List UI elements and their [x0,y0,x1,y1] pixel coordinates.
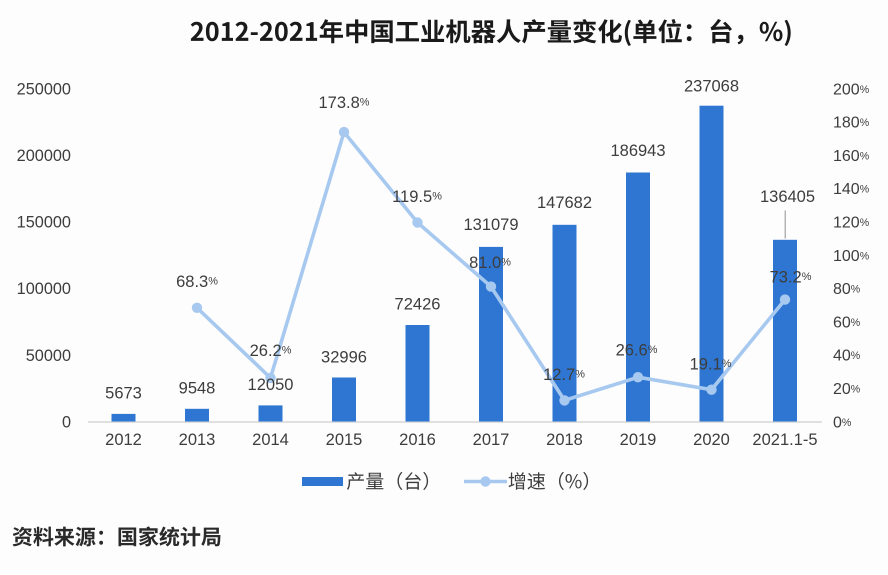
svg-text:160%: 160% [833,148,870,165]
svg-text:40%: 40% [833,348,861,365]
svg-text:60%: 60% [833,314,861,331]
svg-text:20%: 20% [833,381,861,398]
svg-text:12.7%: 12.7% [543,366,585,384]
svg-text:237068: 237068 [684,78,739,96]
svg-text:12050: 12050 [248,376,294,394]
svg-text:32996: 32996 [321,349,367,367]
svg-text:250000: 250000 [17,80,71,98]
svg-text:2021.1-5: 2021.1-5 [752,431,817,449]
svg-text:100%: 100% [833,248,870,265]
svg-text:26.6%: 26.6% [616,342,658,360]
svg-text:26.2%: 26.2% [250,342,292,360]
svg-text:186943: 186943 [610,142,665,160]
svg-text:2018: 2018 [546,431,583,449]
svg-text:2013: 2013 [179,431,216,449]
svg-text:0: 0 [62,413,71,431]
svg-text:2015: 2015 [326,431,363,449]
svg-text:136405: 136405 [760,188,815,206]
svg-text:100000: 100000 [17,280,71,298]
svg-text:73.2%: 73.2% [770,269,812,287]
svg-text:80%: 80% [833,281,861,298]
svg-text:72426: 72426 [395,296,441,314]
svg-text:150000: 150000 [17,214,71,232]
svg-text:19.1%: 19.1% [690,356,732,374]
svg-text:147682: 147682 [537,194,592,212]
svg-text:131079: 131079 [463,216,518,234]
svg-text:140%: 140% [833,181,870,198]
svg-text:173.8%: 173.8% [319,94,370,112]
svg-text:2012: 2012 [105,431,142,449]
svg-text:68.3%: 68.3% [176,273,218,291]
svg-text:50000: 50000 [26,347,71,365]
svg-text:2017: 2017 [473,431,510,449]
svg-text:2020: 2020 [693,431,730,449]
svg-text:0%: 0% [833,414,852,431]
svg-text:200000: 200000 [17,147,71,165]
svg-text:5673: 5673 [105,385,142,403]
svg-text:2019: 2019 [620,431,657,449]
svg-text:2014: 2014 [252,431,289,449]
svg-text:119.5%: 119.5% [392,188,442,206]
svg-text:200%: 200% [833,81,870,98]
svg-text:180%: 180% [833,115,870,132]
svg-text:120%: 120% [833,215,870,232]
svg-text:81.0%: 81.0% [469,254,511,272]
svg-text:9548: 9548 [179,380,216,398]
svg-text:2016: 2016 [399,431,436,449]
